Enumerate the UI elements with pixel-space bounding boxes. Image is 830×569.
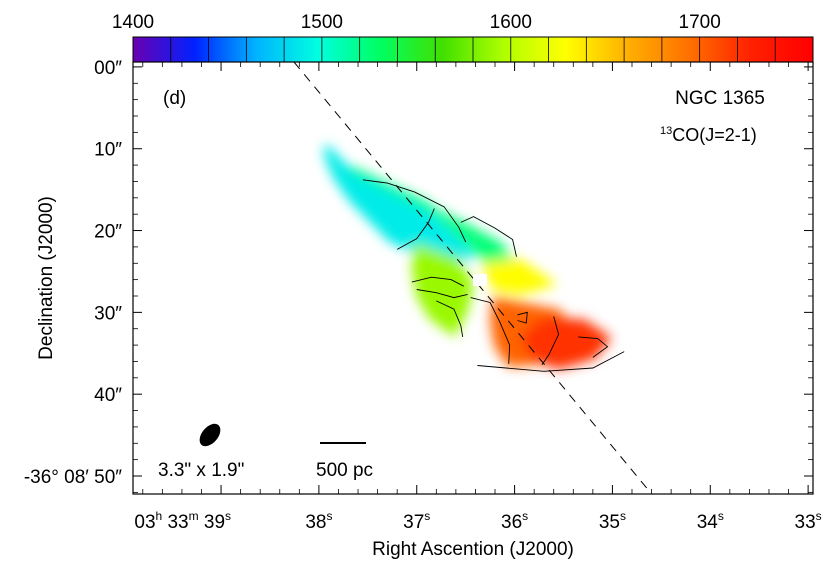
nucleus-cross	[473, 274, 487, 286]
major-axis-line	[293, 62, 651, 493]
tick-unit: h	[156, 509, 163, 523]
colorbar-tick-label: 1400	[112, 12, 154, 33]
y-axis-label: Declination (J2000)	[36, 196, 57, 360]
x-axis-label: Right Ascention (J2000)	[372, 539, 574, 560]
velocity-map-blend	[323, 144, 611, 370]
x-tick-label: 37s	[403, 509, 430, 533]
velocity-map	[323, 144, 611, 370]
y-tick-label: 10″	[94, 140, 122, 161]
x-tick-label: 38s	[305, 509, 332, 533]
colorbar-tick-label: 1600	[490, 12, 532, 33]
line-label: 13CO(J=2-1)	[660, 125, 757, 145]
y-tick-label: 30″	[94, 303, 122, 324]
isovelocity-contour	[578, 336, 609, 358]
x-tick-label: 36s	[501, 509, 528, 533]
tick-value: 33	[162, 512, 188, 533]
y-tick-label: 00″	[94, 58, 122, 79]
scale-bar-label: 500 pc	[316, 460, 373, 481]
colorbar-tick-labels: 1400 1500 1600 1700	[112, 12, 721, 33]
colorbar-contour-ticks	[170, 37, 776, 62]
object-name: NGC 1365	[675, 88, 765, 109]
isovelocity-contour	[460, 216, 517, 257]
tick-unit: m	[189, 509, 199, 523]
y-tick-label: 40″	[94, 385, 122, 406]
tick-value: 34	[697, 512, 719, 533]
tick-unit: s	[225, 509, 231, 523]
velocity-region-north	[323, 144, 474, 260]
y-tick-label: -36° 08′ 50″	[24, 467, 122, 488]
beam-size-label: 3.3" x 1.9"	[158, 460, 244, 481]
isovelocity-contour	[477, 351, 625, 372]
tick-value: 03	[134, 512, 155, 533]
tick-unit: s	[620, 509, 626, 523]
velocity-region-south-east	[521, 317, 611, 370]
tick-value: 37	[403, 512, 424, 533]
tick-unit: s	[522, 509, 528, 523]
x-tick-label: 35s	[599, 509, 626, 533]
y-tick-label: 20″	[94, 222, 122, 243]
tick-value: 35	[599, 512, 620, 533]
x-tick-label: 33s	[795, 509, 822, 533]
tick-value: 38	[305, 512, 326, 533]
isovelocity-contour	[470, 297, 511, 364]
y-axis-ticks: 00″ 10″ 20″ 30″ 40″ -36° 08′ 50″	[24, 58, 813, 493]
velocity-region-center-east	[482, 258, 555, 295]
isovelocity-contour	[436, 300, 464, 337]
isovelocity-contour	[396, 208, 435, 250]
x-axis-ticks: 03h 33m 39s 38s 37s 36s 35s 34s 33s	[134, 62, 822, 533]
x-tick-label: 03h 33m 39s	[134, 509, 231, 533]
panel-label: (d)	[163, 88, 186, 109]
tick-value: 33	[795, 512, 816, 533]
velocity-region-center-west	[411, 243, 474, 336]
isovelocity-contours	[362, 179, 625, 372]
nucleus-marker	[473, 274, 487, 286]
tick-unit: s	[326, 509, 332, 523]
tick-unit: s	[424, 509, 430, 523]
tick-unit: s	[816, 509, 822, 523]
tick-value: 39	[199, 512, 225, 533]
isovelocity-contour	[517, 311, 528, 324]
isovelocity-contour	[362, 179, 467, 243]
tick-value: 36	[501, 512, 522, 533]
x-tick-label: 34s	[697, 509, 724, 533]
beam-ellipse	[199, 423, 221, 447]
colorbar-tick-label: 1500	[301, 12, 343, 33]
map-area	[293, 62, 651, 493]
colorbar: 1400 1500 1600 1700	[112, 12, 814, 63]
line-name: CO(J=2-1)	[672, 125, 757, 145]
isovelocity-contour	[541, 316, 560, 365]
plot-frame	[132, 61, 814, 495]
isovelocity-contour	[411, 276, 464, 287]
colorbar-tick-label: 1700	[679, 12, 721, 33]
isovelocity-contour	[416, 289, 468, 299]
tick-unit: s	[718, 509, 724, 523]
isotope-number: 13	[660, 125, 672, 137]
